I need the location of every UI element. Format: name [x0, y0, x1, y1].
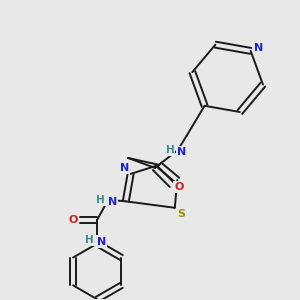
- Text: H: H: [85, 235, 94, 244]
- Text: O: O: [69, 215, 78, 225]
- Text: S: S: [177, 209, 185, 219]
- Text: H: H: [96, 195, 105, 205]
- Text: N: N: [254, 43, 263, 53]
- Text: O: O: [174, 182, 184, 192]
- Text: N: N: [120, 163, 129, 173]
- Text: N: N: [177, 147, 187, 157]
- Text: N: N: [97, 237, 106, 247]
- Text: N: N: [108, 197, 117, 207]
- Text: H: H: [166, 145, 174, 155]
